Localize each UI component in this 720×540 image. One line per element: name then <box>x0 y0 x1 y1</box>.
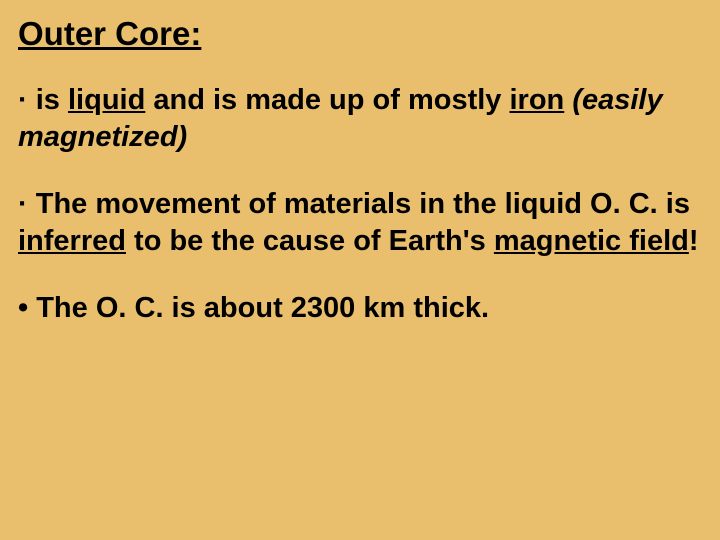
bullet-text: ! <box>689 225 699 257</box>
bullet-text-underline: inferred <box>18 225 126 257</box>
bullet-3: • The O. C. is about 2300 km thick. <box>18 290 702 327</box>
bullet-text-underline: magnetic field <box>494 225 689 257</box>
slide-title: Outer Core: <box>18 14 702 54</box>
bullet-text: The movement of materials in the liquid … <box>28 188 690 220</box>
bullet-1: · is liquid and is made up of mostly iro… <box>18 82 702 156</box>
bullet-text: The O. C. is about 2300 km thick. <box>28 292 489 324</box>
bullet-marker: · <box>18 84 28 116</box>
bullet-text-underline: liquid <box>68 84 145 116</box>
bullet-text: is <box>28 84 68 116</box>
bullet-text: to be the cause of Earth's <box>126 225 494 257</box>
bullet-2: · The movement of materials in the liqui… <box>18 186 702 260</box>
bullet-text: and is made up of mostly <box>145 84 509 116</box>
bullet-text-underline: iron <box>509 84 564 116</box>
bullet-marker: · <box>18 188 28 220</box>
bullet-marker: • <box>18 292 28 324</box>
